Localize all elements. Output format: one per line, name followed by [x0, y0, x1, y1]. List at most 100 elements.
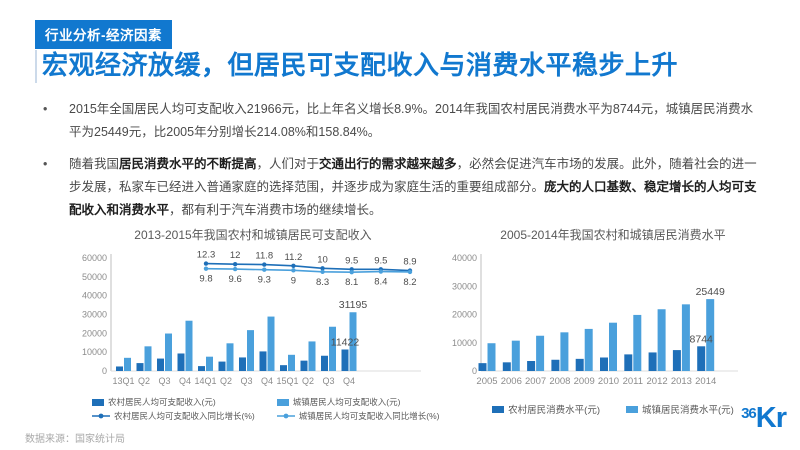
legend-dot: [98, 413, 104, 419]
bar: [575, 358, 584, 371]
bar: [157, 358, 164, 371]
bar-data-label: 25449: [696, 286, 725, 298]
legend-bar-swatch: [492, 405, 505, 413]
bullet-text-segment: 交通出行的需求越来越多: [319, 157, 457, 171]
y-tick-label: 30000: [82, 310, 107, 320]
x-tick-label: 2008: [549, 376, 570, 387]
bar: [697, 346, 706, 371]
bar: [487, 343, 496, 371]
y-tick-label: 0: [102, 366, 107, 376]
chart-title: 2005-2014年我国农村和城镇居民消费水平: [500, 228, 726, 242]
bar: [218, 361, 226, 371]
bar: [536, 335, 545, 371]
bullet-text-segment: ，都有利于汽车消费市场的继续增长。: [169, 203, 382, 217]
bullet-text-segment: 庞大的人口基数、稳定增长的人均可支配收入和消费水平: [69, 180, 757, 217]
legend-bar-swatch: [626, 405, 638, 413]
line-marker: [203, 261, 209, 266]
bar: [633, 314, 642, 371]
bar-data-label: 31195: [339, 299, 368, 311]
bar: [511, 340, 520, 371]
bar: [165, 333, 172, 371]
legend-item: 城镇居民消费水平(元): [626, 402, 734, 416]
bullet-text-segment: ，人们对于: [256, 157, 320, 171]
line-data-label: 8.2: [403, 277, 416, 288]
line-data-label: 8.3: [316, 277, 329, 288]
disposable-income-plot: 0 10000 20000 30000 40000 50000 60000 13Q1 Q2 Q3 Q…: [82, 250, 421, 386]
bar: [177, 353, 185, 371]
line-data-label: 11.8: [255, 251, 273, 262]
bar: [527, 360, 536, 371]
bar: [609, 322, 617, 371]
logo-36: 36: [741, 405, 757, 422]
x-tick-label: Q2: [302, 376, 314, 386]
section-badge: 行业分析-经济因素: [35, 20, 172, 49]
x-tick-label: 14Q1: [194, 376, 216, 386]
line-marker: [232, 266, 238, 272]
legend-bar-swatch: [92, 398, 104, 406]
chart-legend: 农村居民人均可支配收入(元) 城镇居民人均可支配收入(元) 农村居民人均可支配收入同…: [78, 396, 439, 422]
x-tick-label: Q4: [179, 376, 191, 386]
bar: [681, 304, 690, 371]
bar: [239, 357, 246, 371]
x-tick-label: 2005: [476, 376, 497, 387]
bullet-text: 2015年全国居民人均可支配收入21966元，比上年名义增长8.9%。2014年…: [69, 98, 762, 144]
bullet-item: • 随着我国居民消费水平的不断提高，人们对于交通出行的需求越来越多，必然会促进汽车…: [38, 153, 762, 222]
x-tick-label: Q3: [240, 376, 252, 386]
y-tick-label: 40000: [452, 253, 477, 263]
bar: [206, 356, 213, 371]
bullet-text: 随着我国居民消费水平的不断提高，人们对于交通出行的需求越来越多，必然会促进汽车市…: [69, 153, 762, 222]
data-source-note: 数据来源：国家统计局: [25, 434, 125, 445]
bar: [349, 312, 357, 371]
line-data-label: 8.9: [403, 257, 416, 268]
bullet-marker: •: [43, 102, 48, 116]
line-data-label: 12: [230, 250, 241, 261]
line-marker: [232, 261, 238, 267]
bar: [136, 363, 144, 371]
bar: [502, 362, 511, 371]
bar: [185, 320, 193, 371]
y-tick-label: 30000: [452, 281, 477, 291]
bar: [706, 299, 715, 371]
bar: [198, 366, 205, 371]
line-data-label: 8.4: [374, 277, 387, 288]
bar: [288, 354, 295, 371]
x-tick-label: 13Q1: [112, 376, 134, 386]
x-tick-label: 2014: [695, 376, 716, 387]
line-marker: [291, 268, 296, 273]
y-tick-label: 60000: [82, 253, 107, 263]
legend-line-swatch: [276, 413, 295, 419]
line-data-label: 9.8: [199, 274, 212, 285]
bar: [478, 363, 487, 371]
bar: [280, 365, 287, 371]
x-tick-label: 2011: [623, 376, 643, 387]
legend-label: 城镇居民人均可支配收入同比增长(%): [298, 411, 440, 421]
y-tick-label: 40000: [82, 291, 107, 301]
x-tick-label: Q2: [138, 376, 150, 386]
title-accent-line: [35, 50, 37, 83]
line-data-label: 11.2: [285, 252, 303, 263]
bar-data-label: 8744: [690, 333, 714, 345]
bullet-text-segment: 2015年全国居民人均可支配收入21966元，比上年名义增长8.9%。2014年…: [69, 102, 754, 139]
bullet-text-segment: ，必然会促进汽车市场的发展。此外，随着社会的进一步发展，私家车已经进入普通家庭的…: [69, 157, 757, 194]
growth-line: [205, 262, 411, 272]
line-marker: [320, 269, 325, 274]
x-tick-label: Q4: [343, 376, 355, 386]
bar: [672, 350, 681, 371]
line-marker: [407, 269, 413, 275]
bar: [648, 352, 657, 371]
bar: [300, 360, 308, 371]
legend-dot: [283, 413, 289, 419]
bar: [657, 309, 666, 371]
legend-item: 农村居民消费水平(元): [492, 402, 600, 416]
legend-bar-swatch: [276, 398, 289, 406]
x-tick-label: 15Q1: [276, 376, 298, 386]
bullet-text-segment: 居民消费水平的不断提高: [119, 157, 257, 171]
page-title: 宏观经济放缓，但居民可支配收入与消费水平稳步上升: [42, 50, 679, 80]
logo-kr: Kr: [755, 402, 787, 434]
growth-line: [205, 267, 410, 273]
legend-label: 城镇居民消费水平(元): [642, 405, 734, 416]
line-marker: [262, 262, 267, 267]
y-tick-label: 20000: [452, 310, 477, 320]
line-marker: [378, 269, 384, 274]
